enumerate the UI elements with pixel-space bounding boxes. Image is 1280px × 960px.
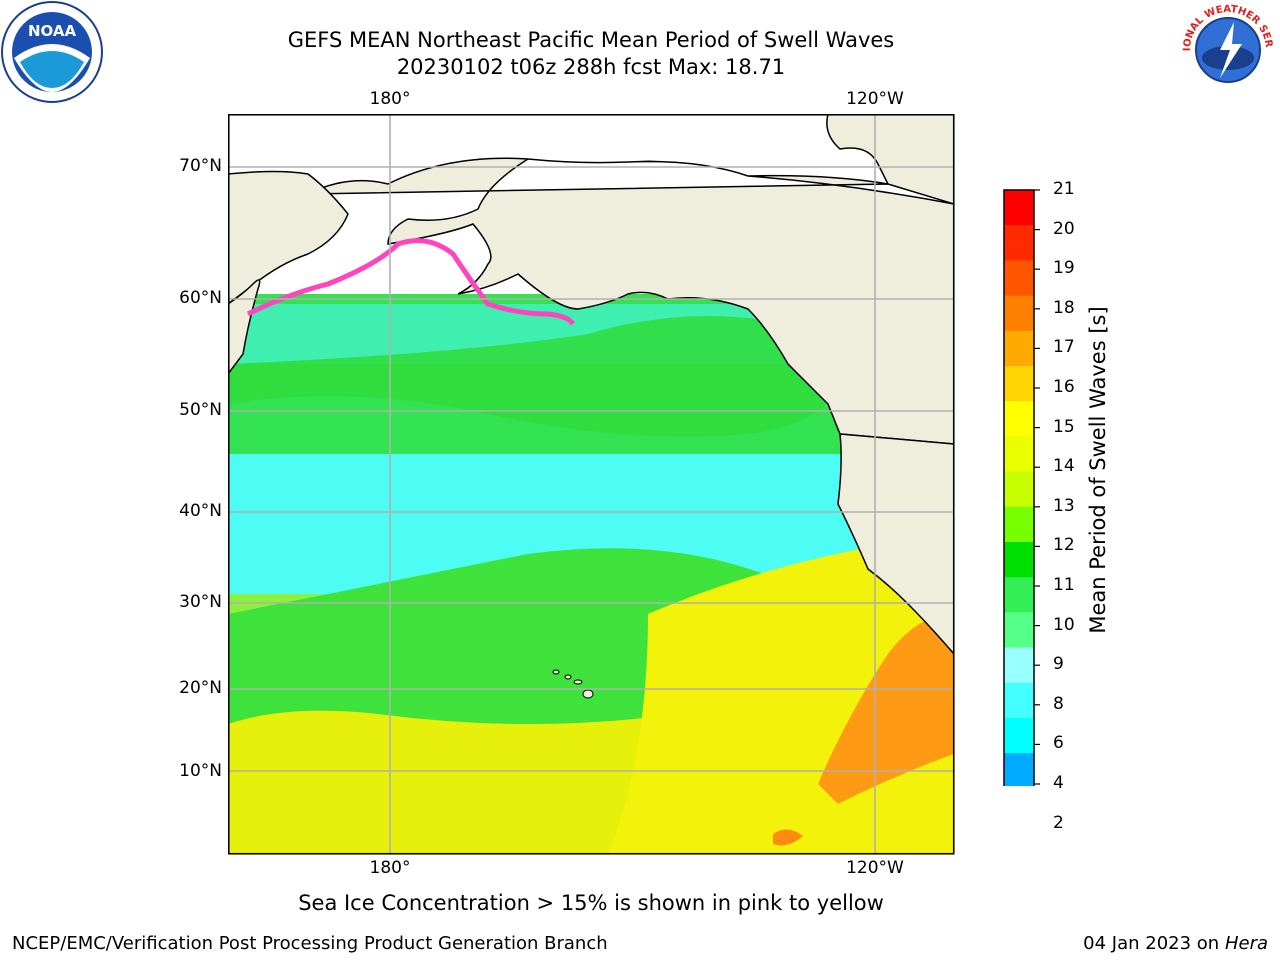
sea-ice-note: Sea Ice Concentration > 15% is shown in … (298, 891, 884, 915)
colorbar-tick-label: 17 (1053, 337, 1075, 358)
land-north-america (837, 433, 954, 656)
nws-logo: NATIONAL WEATHER SERVICE (1176, 0, 1276, 98)
lon-label-180-bottom: 180° (369, 858, 411, 878)
colorbar-tick-label: 12 (1053, 535, 1075, 556)
colorbar-swatch (1004, 366, 1034, 402)
credit-text: NCEP/EMC/Verification Post Processing Pr… (12, 933, 608, 954)
lon-label-120w-bottom: 120°W (846, 858, 904, 878)
orange-swell-spot (773, 829, 803, 846)
lat-label-30n: 30°N (179, 592, 222, 612)
colorbar-swatch (1004, 542, 1034, 578)
map-title: GEFS MEAN Northeast Pacific Mean Period … (287, 28, 895, 52)
lat-label-60n: 60°N (179, 288, 222, 308)
colorbar-swatch (1004, 436, 1034, 473)
map-frame (228, 114, 955, 855)
colorbar-swatch (1004, 190, 1034, 226)
swell-period-map (228, 114, 955, 855)
green-swell-zone-mid (228, 316, 848, 437)
sea-ice-edge (246, 238, 576, 326)
colorbar-tick-label: 13 (1053, 495, 1075, 516)
colorbar-tick-label: 6 (1053, 733, 1064, 754)
colorbar-swatch (1004, 682, 1034, 719)
land-siberia (228, 170, 349, 305)
lat-label-20n: 20°N (179, 678, 222, 698)
colorbar-tick-label: 16 (1053, 377, 1075, 397)
colorbar (1003, 189, 1040, 786)
colorbar-swatch (1004, 401, 1034, 437)
machine-name: Hera (1224, 933, 1268, 954)
noaa-logo: NOAA (1, 1, 103, 103)
colorbar-swatch (1004, 330, 1034, 367)
colorbar-swatch (1004, 612, 1034, 649)
run-date: 04 Jan 2023 on Hera (1083, 933, 1268, 954)
colorbar-tick-label: 20 (1053, 218, 1075, 239)
colorbar-tick-label: 8 (1053, 693, 1064, 714)
colorbar-tick-label: 4 (1053, 773, 1064, 793)
colorbar-swatch (1004, 260, 1034, 297)
colorbar-tick-label: 10 (1053, 614, 1075, 635)
colorbar-tick-label: 11 (1053, 575, 1075, 595)
colorbar-swatch (1004, 753, 1034, 786)
lat-label-70n: 70°N (179, 156, 222, 176)
colorbar-swatch (1004, 647, 1034, 684)
colorbar-tick-label: 21 (1053, 179, 1075, 199)
lat-label-40n: 40°N (179, 501, 222, 521)
colorbar-tick-label: 19 (1053, 258, 1075, 279)
lon-label-120w-top: 120°W (846, 89, 904, 109)
noaa-logo-text: NOAA (28, 22, 77, 40)
colorbar-swatch (1004, 471, 1034, 508)
colorbar-tick-label: 9 (1053, 654, 1064, 675)
lon-label-180-top: 180° (369, 89, 411, 109)
colorbar-title: Mean Period of Swell Waves [s] (1086, 306, 1110, 634)
colorbar-swatch (1004, 718, 1034, 754)
run-date-text: 04 Jan 2023 on (1083, 933, 1220, 954)
land-alaska (307, 114, 954, 445)
land-kamchatka (228, 279, 261, 376)
orange-swell-zone (818, 614, 954, 804)
colorbar-tick-label: 2 (1053, 812, 1064, 833)
graticule (228, 114, 954, 854)
colorbar-tick-label: 14 (1053, 456, 1075, 477)
lat-label-50n: 50°N (179, 400, 222, 420)
map-subtitle: 20230102 t06z 288h fcst Max: 18.71 (396, 55, 786, 79)
colorbar-swatch (1004, 506, 1034, 543)
colorbar-tick-label: 18 (1053, 297, 1075, 318)
hawaiian-islands (552, 669, 594, 699)
lat-label-10n: 10°N (179, 761, 222, 781)
colorbar-swatch (1004, 577, 1034, 613)
colorbar-swatch (1004, 225, 1034, 261)
colorbar-tick-label: 15 (1053, 416, 1075, 437)
colorbar-swatch (1004, 295, 1034, 332)
